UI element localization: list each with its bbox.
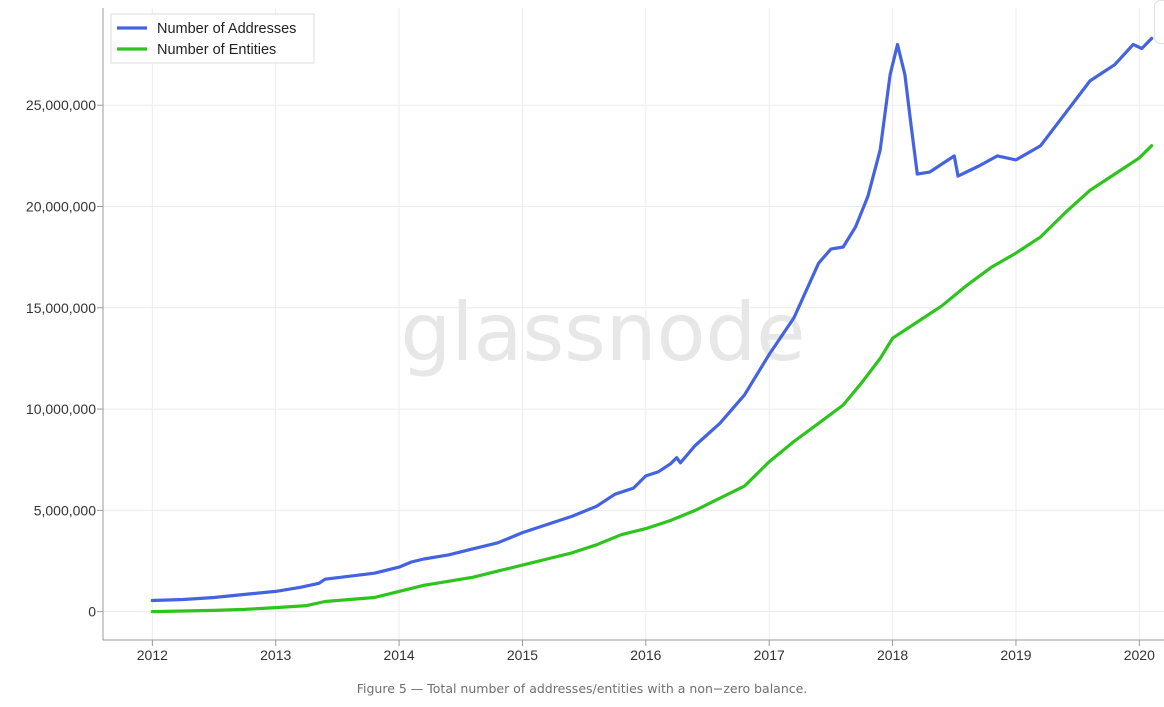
axes bbox=[97, 8, 1164, 646]
x-tick-label: 2013 bbox=[260, 647, 291, 663]
corner-toolbar-button[interactable] bbox=[1154, 0, 1164, 44]
y-tick-label: 0 bbox=[88, 604, 96, 620]
grid-lines bbox=[103, 8, 1164, 640]
x-tick-label: 2014 bbox=[384, 647, 415, 663]
x-tick-label: 2015 bbox=[507, 647, 538, 663]
series-lines bbox=[150, 36, 1154, 614]
x-tick-label: 2018 bbox=[877, 647, 908, 663]
series-line-addresses bbox=[150, 36, 1154, 603]
y-tick-label: 20,000,000 bbox=[26, 199, 96, 215]
y-tick-label: 10,000,000 bbox=[26, 401, 96, 417]
watermark-text: glassnode bbox=[400, 286, 805, 379]
figure-caption: Figure 5 — Total number of addresses/ent… bbox=[356, 681, 808, 696]
x-tick-label: 2020 bbox=[1124, 647, 1155, 663]
x-axis-tick-labels: 2012 2013 2014 2015 2016 2017 2018 2019 2020 bbox=[137, 647, 1155, 663]
y-tick-label: 5,000,000 bbox=[34, 502, 96, 518]
legend-box bbox=[110, 13, 315, 64]
x-tick-label: 2016 bbox=[630, 647, 661, 663]
series-line-entities bbox=[150, 144, 1154, 614]
x-tick-label: 2019 bbox=[1000, 647, 1031, 663]
x-tick-label: 2012 bbox=[137, 647, 168, 663]
y-axis-tick-labels: 0 5,000,000 10,000,000 15,000,000 20,000,000… bbox=[26, 97, 96, 619]
legend-label: Number of Addresses bbox=[157, 21, 296, 37]
legend[interactable]: Number of Addresses Number of Entities bbox=[110, 13, 315, 64]
x-tick-label: 2017 bbox=[754, 647, 785, 663]
y-tick-label: 15,000,000 bbox=[26, 300, 96, 316]
legend-label: Number of Entities bbox=[157, 42, 276, 58]
y-tick-label: 25,000,000 bbox=[26, 97, 96, 113]
